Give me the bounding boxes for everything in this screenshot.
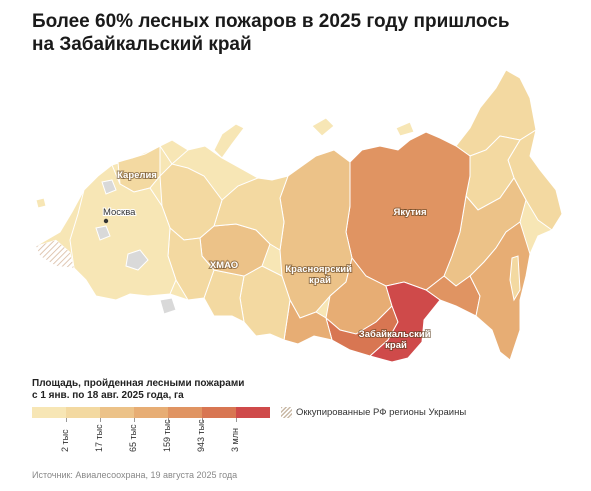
legend-swatch-3: [100, 407, 134, 418]
island-sakhalin: [509, 255, 521, 302]
region-occupied: [35, 239, 75, 269]
legend-tick-mark: [202, 418, 203, 422]
title-line-1: Более 60% лесных пожаров в 2025 году при…: [32, 11, 510, 32]
legend-swatch-2: [66, 407, 100, 418]
legend-tick-label: 159 тыс: [162, 419, 172, 452]
legend-occupied-label: Оккупированные РФ регионы Украины: [296, 407, 467, 418]
region-central: [69, 164, 177, 301]
legend-tick-mark: [66, 418, 67, 422]
legend-tick-mark: [168, 418, 169, 422]
legend-tick-label: 65 тыс: [128, 424, 138, 452]
label-khmao: ХМАО: [210, 260, 238, 271]
region-zabaykalsky: [368, 281, 441, 363]
legend-tick-mark: [134, 418, 135, 422]
label-karelia: Карелия: [117, 170, 157, 181]
legend-swatch-4: [134, 407, 168, 418]
label-yakutia: Якутия: [393, 207, 426, 218]
chart-title: Более 60% лесных пожаров в 2025 году при…: [32, 10, 552, 56]
label-krasnoyarsk: Красноярский край: [285, 264, 354, 286]
region-no-data-3: [101, 179, 117, 195]
legend-swatch-1: [32, 407, 66, 418]
legend-title: Площадь, пройденная лесными пожарами с 1…: [32, 378, 292, 402]
city-marker-moscow: [103, 218, 109, 224]
island-new-siberian: [395, 121, 415, 137]
region-yanao: [213, 175, 289, 251]
russia-wildfire-map: Карелия ХМАО Красноярский край Якутия За…: [35, 69, 563, 363]
source-note: Источник: Авиалесоохрана, 19 августа 202…: [32, 470, 238, 480]
region-tuva: [283, 298, 333, 345]
region-tyumen: [203, 269, 245, 323]
legend-swatch-6: [202, 407, 236, 418]
region-south-siberia: [239, 265, 291, 341]
legend-swatch-7: [236, 407, 270, 418]
label-zabaykalsky: Забайкальский край: [359, 329, 434, 351]
hatch-swatch-icon: [281, 407, 292, 418]
legend-tick-label: 17 тыс: [94, 424, 104, 452]
region-murmansk: [131, 139, 189, 165]
legend-color-scale: [32, 407, 270, 418]
city-label-moscow: Москва: [103, 207, 136, 218]
island-novaya-zemlya: [213, 123, 245, 159]
region-no-data-4: [159, 297, 177, 315]
legend-ticks: 2 тыс 17 тыс 65 тыс 159 тыс 943 тыс 3 млн: [32, 418, 272, 462]
legend-title-line-1: Площадь, пройденная лесными пожарами: [32, 378, 245, 389]
legend-swatch-5: [168, 407, 202, 418]
legend-title-line-2: с 1 янв. по 18 авг. 2025 года, га: [32, 390, 184, 401]
island-kaliningrad: [35, 197, 47, 209]
legend-occupied: Оккупированные РФ регионы Украины: [281, 407, 466, 418]
legend-tick-mark: [236, 418, 237, 422]
legend-tick-mark: [100, 418, 101, 422]
legend-tick-label: 943 тыс: [196, 419, 206, 452]
legend-tick-label: 2 тыс: [60, 429, 70, 452]
title-line-2: на Забайкальский край: [32, 34, 252, 55]
island-severnaya-zemlya: [311, 117, 335, 137]
region-no-data-1: [125, 249, 149, 271]
legend-tick-label: 3 млн: [230, 428, 240, 452]
region-no-data-2: [95, 225, 111, 241]
